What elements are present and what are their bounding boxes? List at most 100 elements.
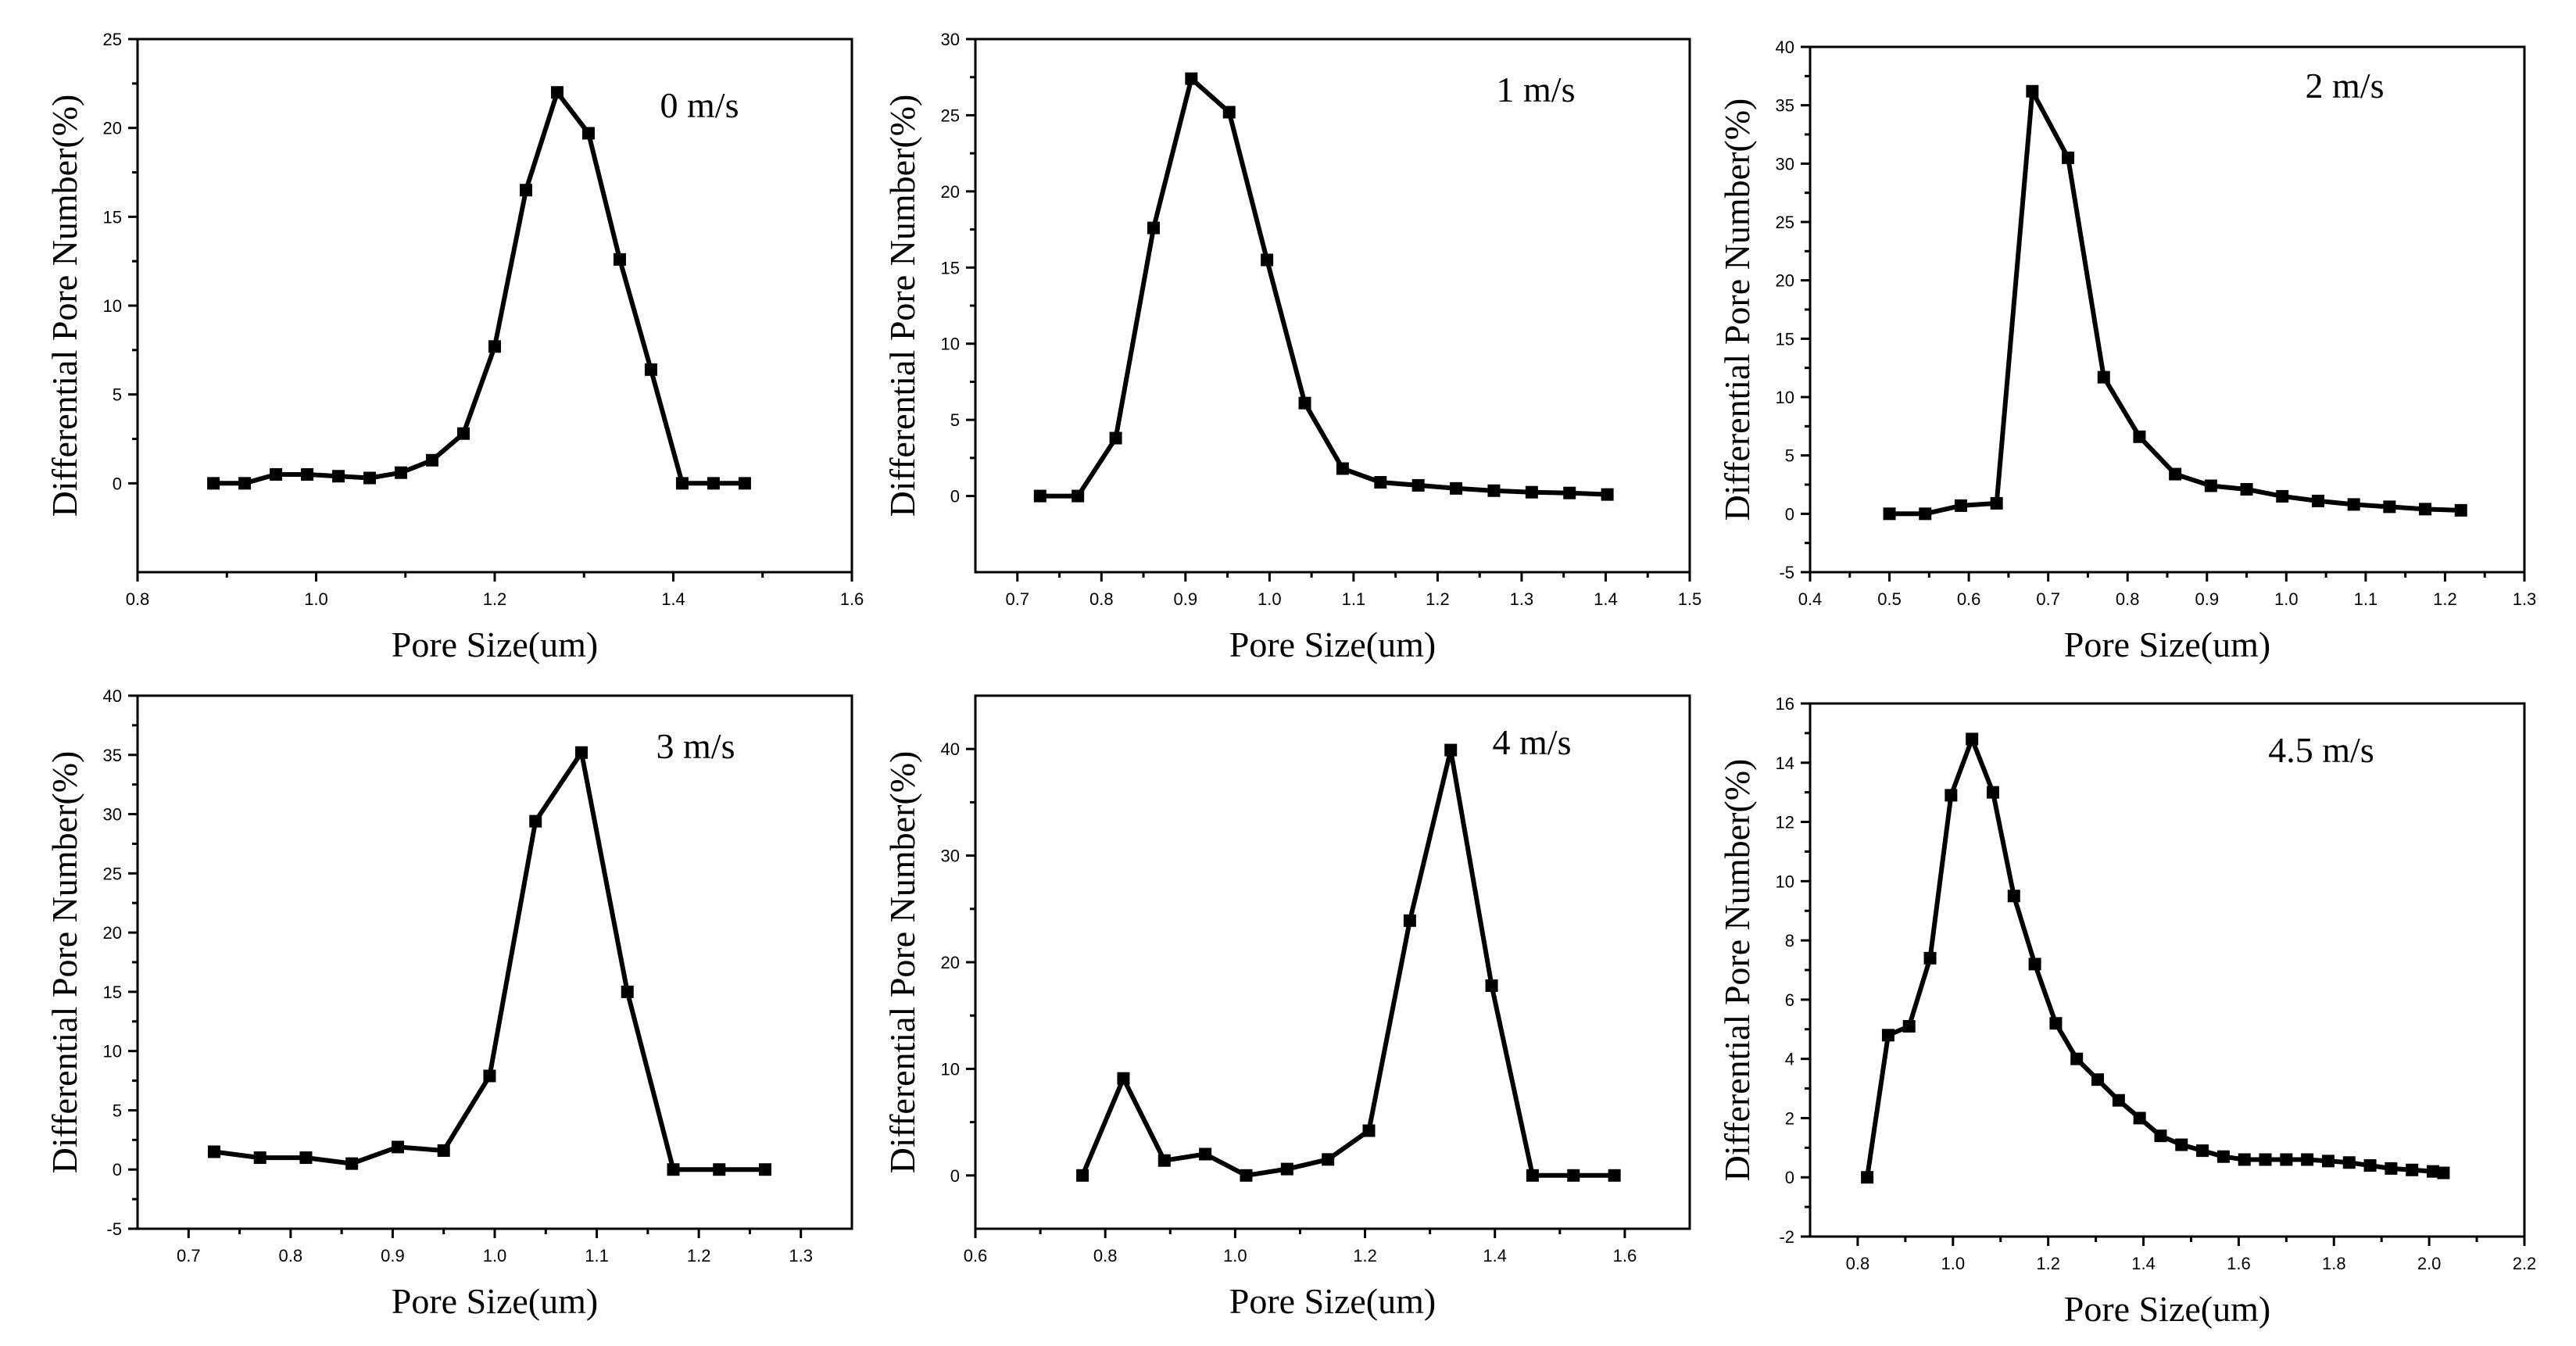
y-tick-label: 15 [103, 983, 122, 1002]
y-tick-label: 20 [941, 953, 960, 972]
y-tick-label: 5 [113, 1101, 122, 1120]
data-point [667, 1163, 680, 1176]
data-point [1919, 507, 1932, 521]
x-tick-label: 1.2 [2433, 589, 2457, 609]
data-point [1485, 979, 1498, 993]
data-point [1185, 72, 1198, 85]
data-point [426, 453, 439, 467]
data-point [2311, 494, 2324, 507]
data-point [2028, 958, 2041, 971]
data-point [713, 1163, 726, 1176]
x-tick-label: 0.4 [1798, 589, 1823, 609]
x-tick-label: 1.4 [1483, 1246, 1507, 1265]
x-tick-label: 0.9 [381, 1246, 405, 1265]
data-point [1322, 1153, 1335, 1166]
x-tick-label: 0.5 [1877, 589, 1902, 609]
y-tick-label: 0 [1785, 504, 1794, 524]
data-point [363, 471, 377, 485]
x-tick-label: 0.9 [2195, 589, 2219, 609]
x-tick-label: 1.0 [304, 589, 328, 609]
y-tick-label: 14 [1776, 754, 1794, 773]
data-point [1240, 1169, 1253, 1182]
data-point [2216, 1150, 2230, 1163]
x-tick-label: 1.4 [2131, 1254, 2156, 1273]
data-point [1109, 431, 1122, 445]
data-point [2154, 1129, 2167, 1143]
data-point [345, 1157, 359, 1170]
data-point [1923, 951, 1937, 965]
data-point [2238, 1153, 2251, 1166]
x-tick-label: 1.3 [789, 1246, 813, 1265]
data-point [1990, 496, 2003, 510]
panel-label: 4.5 m/s [2268, 730, 2374, 770]
plot-frame [1809, 45, 2526, 574]
data-point [529, 814, 542, 828]
y-tick-label: 30 [1776, 154, 1794, 174]
x-axis-label: Pore Size(um) [392, 1281, 598, 1321]
data-point [2383, 500, 2396, 514]
data-point [1362, 1124, 1376, 1137]
data-point [1966, 732, 1979, 746]
y-tick-label: 2 [1785, 1108, 1794, 1128]
y-tick-label: 10 [1776, 388, 1794, 407]
y-tick-label: 0 [1785, 1168, 1794, 1187]
data-point [301, 467, 314, 481]
y-tick-label: 5 [113, 385, 122, 405]
y-tick-label: 6 [1785, 990, 1794, 1010]
x-tick-label: 1.3 [1510, 589, 1534, 609]
x-tick-label: 0.6 [1957, 589, 1981, 609]
series-line [213, 90, 745, 486]
x-tick-label: 2.2 [2513, 1254, 2537, 1273]
x-tick-label: 1.3 [2513, 589, 2537, 609]
x-tick-label: 1.0 [1258, 589, 1282, 609]
data-point [2070, 1052, 2084, 1065]
y-tick-label: 25 [941, 106, 960, 125]
y-tick-label: 15 [1776, 329, 1794, 349]
y-tick-label: 10 [103, 296, 122, 316]
data-point [2133, 430, 2146, 443]
data-point [2196, 1144, 2209, 1158]
data-point [2204, 479, 2217, 492]
x-tick-label: 1.8 [2322, 1254, 2346, 1273]
data-point [1487, 484, 1501, 497]
data-point [238, 477, 252, 490]
data-point [207, 1145, 220, 1158]
chart-panel-4: 0.7 0.8 0.9 1.0 1.1 1.2 1.3 -5 0 5 10 15 20 25 30 35 40 P… [45, 686, 853, 1321]
data-point [207, 477, 220, 490]
y-tick-label: 20 [103, 923, 122, 943]
data-point [2133, 1112, 2146, 1125]
panel-label: 4 m/s [1493, 722, 1572, 762]
panel-label: 3 m/s [657, 726, 735, 766]
x-tick-label: 0.8 [1093, 1246, 1118, 1265]
y-tick-label: 10 [1776, 872, 1794, 891]
x-axis-label: Pore Size(um) [2064, 1289, 2270, 1329]
data-point [2280, 1153, 2293, 1166]
data-point [2437, 1166, 2450, 1180]
data-point [621, 985, 634, 998]
x-axis-label: Pore Size(um) [1229, 1281, 1436, 1321]
data-point [437, 1144, 450, 1157]
y-tick-label: 25 [103, 30, 122, 49]
x-tick-label: 1.1 [2354, 589, 2378, 609]
data-point [2169, 467, 2182, 481]
data-point [644, 363, 657, 376]
y-axis-label: Differential Pore Number(%) [45, 751, 84, 1174]
plot-frame [136, 694, 853, 1230]
y-tick-label: -2 [1779, 1227, 1794, 1247]
data-point [483, 1069, 496, 1083]
series-line [1039, 76, 1608, 499]
data-point [2342, 1156, 2356, 1169]
data-point [1280, 1162, 1293, 1176]
x-tick-label: 1.5 [1678, 589, 1702, 609]
data-point [1450, 481, 1463, 495]
y-tick-label: 30 [103, 805, 122, 825]
series-line [1889, 88, 2461, 517]
x-tick-label: 1.2 [1426, 589, 1450, 609]
y-tick-label: 10 [941, 335, 960, 354]
x-tick-label: 0.9 [1174, 589, 1198, 609]
data-point [1601, 488, 1614, 501]
data-point [2321, 1154, 2334, 1168]
data-point [1902, 1019, 1916, 1033]
data-point [1261, 253, 1274, 267]
plot-frame [974, 694, 1691, 1230]
